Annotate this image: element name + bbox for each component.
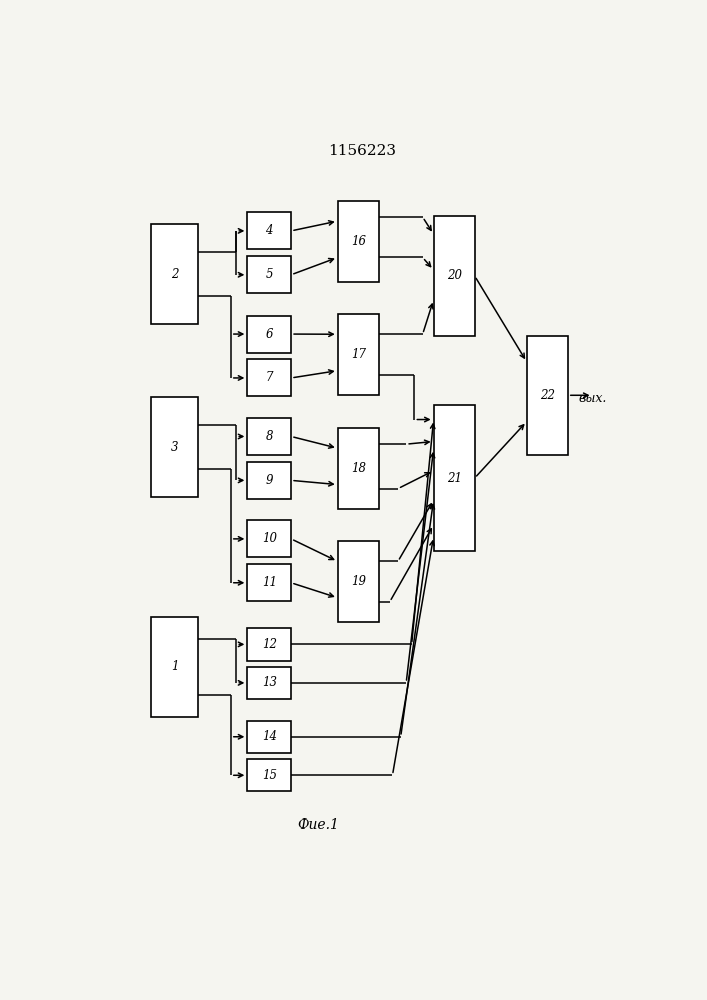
Text: 22: 22	[539, 389, 555, 402]
Text: вых.: вых.	[579, 392, 607, 405]
Text: 6: 6	[265, 328, 273, 341]
Bar	[151, 617, 198, 717]
Bar	[247, 256, 291, 293]
Bar	[247, 759, 291, 791]
Text: 9: 9	[265, 474, 273, 487]
Text: 14: 14	[262, 730, 276, 743]
Bar	[247, 564, 291, 601]
Bar	[247, 520, 291, 557]
Bar	[151, 397, 198, 497]
Bar	[247, 212, 291, 249]
Text: 21: 21	[447, 472, 462, 485]
Text: 11: 11	[262, 576, 276, 589]
Text: 8: 8	[265, 430, 273, 443]
Bar	[151, 224, 198, 324]
Text: 19: 19	[351, 575, 366, 588]
Bar	[338, 541, 379, 622]
Bar	[247, 418, 291, 455]
Bar	[338, 201, 379, 282]
Text: 10: 10	[262, 532, 276, 545]
Bar	[247, 359, 291, 396]
Text: 1: 1	[171, 660, 178, 673]
Text: 1156223: 1156223	[328, 144, 397, 158]
Bar	[433, 405, 474, 551]
Text: 12: 12	[262, 638, 276, 651]
Text: 3: 3	[171, 441, 178, 454]
Bar	[247, 316, 291, 353]
Text: 20: 20	[447, 269, 462, 282]
Bar	[527, 336, 568, 455]
Text: 7: 7	[265, 371, 273, 384]
Text: 5: 5	[265, 268, 273, 281]
Text: 18: 18	[351, 462, 366, 475]
Text: 16: 16	[351, 235, 366, 248]
Text: 4: 4	[265, 224, 273, 237]
Bar	[338, 314, 379, 395]
Text: Фие.1: Фие.1	[298, 818, 339, 832]
Bar	[247, 462, 291, 499]
Bar	[338, 428, 379, 509]
Text: 2: 2	[171, 267, 178, 280]
Bar	[247, 721, 291, 753]
Text: 15: 15	[262, 769, 276, 782]
Text: 13: 13	[262, 676, 276, 689]
Bar	[433, 216, 474, 336]
Bar	[247, 628, 291, 661]
Text: 17: 17	[351, 348, 366, 361]
Bar	[247, 667, 291, 699]
